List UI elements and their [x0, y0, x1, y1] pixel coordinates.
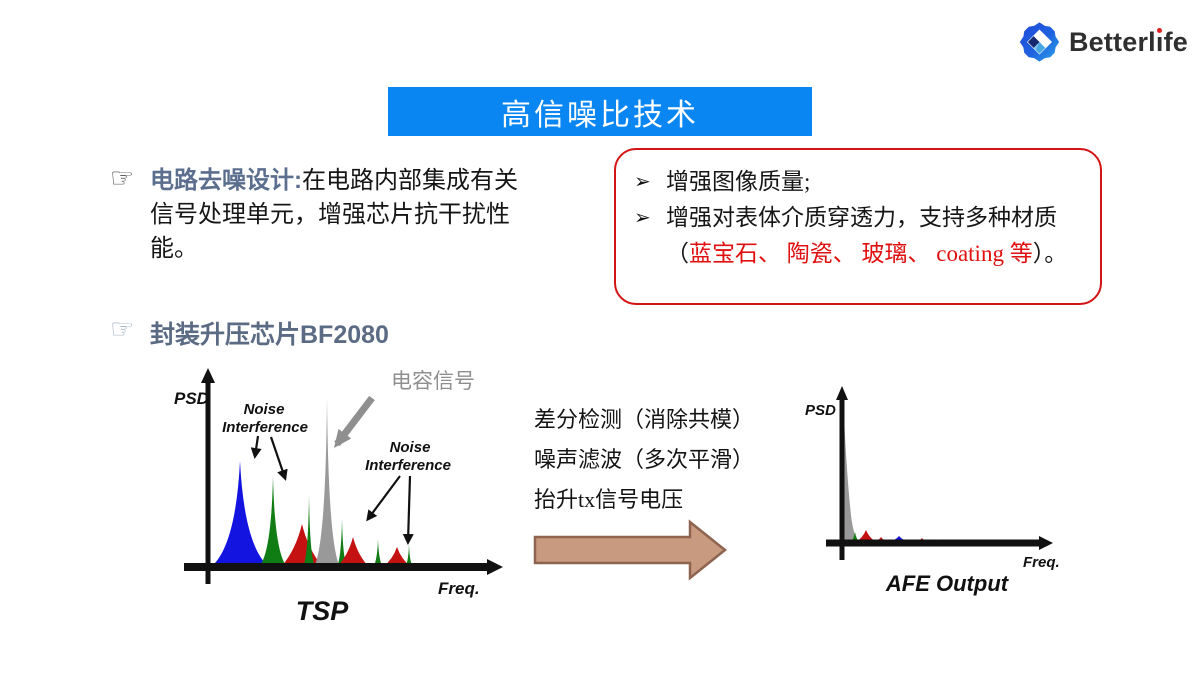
- chart-title-afe-output: AFE Output: [885, 571, 1010, 596]
- text-segment: ）。: [1032, 241, 1068, 266]
- noise-label-left-line1: Noise: [244, 401, 285, 418]
- tsp-spectrum-chart: PSD Freq. TSP Noise Interference 电容信号 No…: [174, 368, 503, 626]
- y-axis-arrow-icon: [836, 386, 848, 400]
- tsp-peaks-group: [211, 397, 413, 567]
- process-steps: 差分检测（消除共模） 噪声滤波（多次平滑） 抬升tx信号电压: [534, 402, 764, 522]
- text-segment: 蓝宝石、 陶瓷、 玻璃、 coating 等: [689, 241, 1033, 266]
- cap-signal-arrow: [333, 395, 375, 448]
- spectrum-peak: [281, 524, 323, 567]
- spectrum-peak: [337, 519, 347, 567]
- betterlife-logo: Betterlıfe: [1018, 14, 1188, 70]
- hand-bullet-icon: ☞: [110, 163, 135, 193]
- xlabel-freq: Freq.: [438, 579, 480, 598]
- noise-label-right-line1: Noise: [390, 439, 431, 456]
- hand-bullet-icon: ☞: [110, 314, 135, 344]
- cap-signal-label: 电容信号: [391, 370, 475, 393]
- gray-signal-sail: [844, 417, 859, 543]
- logo-wordmark: Betterlıfe: [1068, 26, 1188, 57]
- process-step-1: 差分检测（消除共模）: [534, 407, 755, 432]
- feature-item-1-text: 增强图像质量;: [666, 169, 810, 194]
- text-segment: 在电路内部集成有关信号处理单元，增强芯片抗干扰性能。: [150, 167, 518, 262]
- afe-output-chart: PSD Freq. AFE Output: [805, 386, 1060, 596]
- feature-item-2-text: 增强对表体介质穿透力，支持多种材质（蓝宝石、 陶瓷、 玻璃、 coating 等…: [666, 205, 1067, 266]
- feature-box: ➢ 增强图像质量; ➢ 增强对表体介质穿透力，支持多种材质（蓝宝石、 陶瓷、 玻…: [614, 148, 1102, 305]
- y-axis-arrow-icon: [201, 368, 215, 383]
- arrow-bullet-icon: ➢: [634, 207, 651, 229]
- betterlife-diamond-icon: [1019, 22, 1060, 62]
- process-step-3: 抬升tx信号电压: [534, 487, 684, 512]
- annotation-arrow: [402, 475, 414, 545]
- spectrum-peak: [314, 397, 340, 567]
- chart-title-tsp: TSP: [296, 596, 350, 626]
- bullet-circuit-denoise-text: 电路去噪设计:在电路内部集成有关信号处理单元，增强芯片抗干扰性能。: [150, 164, 522, 266]
- xlabel-freq: Freq.: [1023, 554, 1060, 571]
- spectrum-peak: [303, 494, 315, 567]
- ylabel-psd: PSD: [174, 389, 209, 408]
- noise-label-right-line2: Interference: [365, 457, 451, 474]
- ylabel-psd: PSD: [805, 402, 836, 419]
- spectrum-peak: [373, 539, 383, 567]
- text-segment: 增强对表体介质穿透力，支持多种材质（: [666, 205, 1057, 266]
- spectrum-peak: [337, 537, 369, 567]
- bullet-bf2080-label: 封装升压芯片BF2080: [150, 321, 389, 349]
- feature-item-2: ➢ 增强对表体介质穿透力，支持多种材质（蓝宝石、 陶瓷、 玻璃、 coating…: [632, 200, 1082, 272]
- text-segment: 电路去噪设计:: [150, 167, 302, 194]
- afe-peaks-group: [844, 417, 946, 543]
- arrow-bullet-icon: ➢: [634, 171, 651, 193]
- process-step-2: 噪声滤波（多次平滑）: [534, 447, 755, 472]
- transform-block-arrow-icon: [533, 519, 728, 581]
- text-segment: 增强图像质量;: [666, 169, 811, 194]
- annotation-arrow: [366, 475, 401, 522]
- spectrum-peak: [405, 544, 413, 567]
- noise-label-left-line2: Interference: [222, 419, 308, 436]
- x-axis-arrow-icon: [487, 559, 503, 575]
- spectrum-peak: [383, 547, 411, 567]
- annotation-arrow: [269, 436, 288, 481]
- x-axis-arrow-icon: [1039, 536, 1053, 550]
- annotation-arrow: [250, 435, 262, 459]
- spectrum-peak: [259, 476, 287, 567]
- page-title: 高信噪比技术: [501, 98, 699, 132]
- spectrum-peak: [211, 461, 269, 567]
- feature-item-1: ➢ 增强图像质量;: [632, 164, 1082, 200]
- title-banner: 高信噪比技术: [388, 87, 812, 136]
